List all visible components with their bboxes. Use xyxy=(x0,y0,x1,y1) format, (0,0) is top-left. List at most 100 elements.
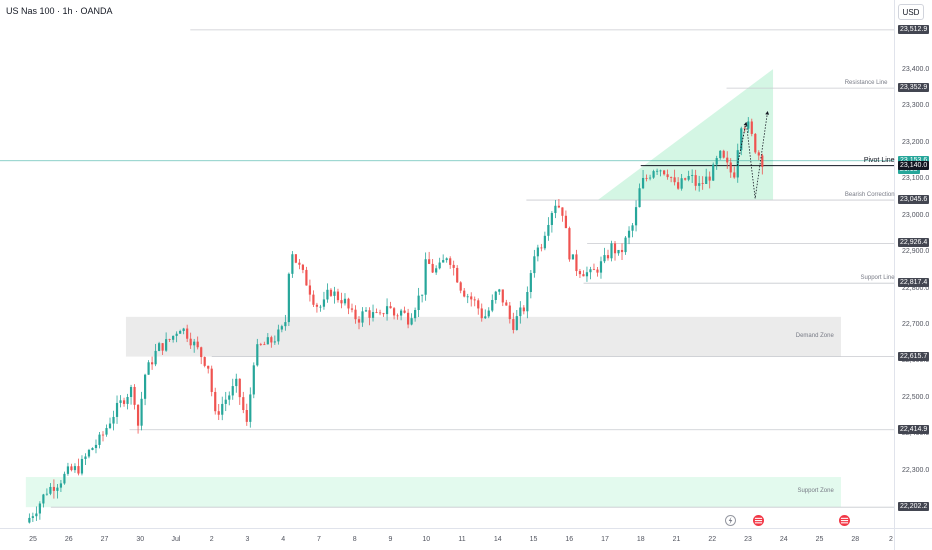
price-axis-label: 23,352.9 xyxy=(898,83,930,93)
price-axis-label: 22,414.9 xyxy=(898,424,930,434)
earnings-flash-icon[interactable] xyxy=(724,515,736,526)
candle-body xyxy=(291,254,294,274)
candle-body xyxy=(407,312,410,325)
candle-body xyxy=(627,230,631,238)
chart-annotation: Resistance Line xyxy=(844,80,888,87)
currency-button[interactable]: USD xyxy=(898,4,924,20)
candle-body xyxy=(747,121,750,129)
price-tick-label: 23,300.0 xyxy=(902,102,930,110)
candle-body xyxy=(736,150,739,178)
candle-body xyxy=(242,397,245,411)
candle-body xyxy=(301,264,304,270)
candle-body xyxy=(308,285,312,295)
candle-body xyxy=(754,133,757,153)
us-flag-event-icon[interactable] xyxy=(753,515,765,526)
candle-body xyxy=(87,449,91,457)
candle-body xyxy=(375,312,378,313)
candle-body xyxy=(238,378,241,398)
candle-body xyxy=(224,399,227,404)
candle-body xyxy=(677,182,680,189)
candle-body xyxy=(456,267,459,283)
candle-body xyxy=(38,503,41,514)
candle-body xyxy=(726,157,729,163)
candle-body xyxy=(158,343,161,351)
candle-body xyxy=(582,274,585,277)
time-tick-label: 24 xyxy=(779,536,788,543)
resistance-triangle xyxy=(597,69,774,201)
candle-body xyxy=(235,378,238,387)
candle-body xyxy=(641,177,645,189)
candle-body xyxy=(392,308,396,316)
price-axis-label: 23,512.9 xyxy=(898,24,930,34)
candle-body xyxy=(620,249,624,253)
candle-body xyxy=(108,423,112,429)
price-tick-label: 22,700.0 xyxy=(902,320,930,328)
time-tick-label: 23 xyxy=(744,536,752,543)
candle-body xyxy=(143,374,147,399)
candle-body xyxy=(168,339,171,340)
time-tick-label: 4 xyxy=(281,536,286,543)
candle-body xyxy=(112,416,115,424)
candle-body xyxy=(154,350,157,365)
candle-body xyxy=(624,237,627,253)
candle-body xyxy=(277,329,280,342)
candle-body xyxy=(35,513,38,517)
candle-body xyxy=(494,291,497,300)
candle-body xyxy=(515,316,518,330)
candle-body xyxy=(715,158,718,165)
candle-body xyxy=(172,335,175,340)
candle-body xyxy=(364,310,368,312)
candle-body xyxy=(445,258,448,261)
us-flag-event-icon[interactable] xyxy=(839,515,851,526)
candle-body xyxy=(385,306,389,315)
candle-body xyxy=(743,128,746,130)
candle-body xyxy=(252,365,255,395)
candle-body xyxy=(115,402,119,417)
candle-body xyxy=(512,319,515,330)
candle-body xyxy=(403,310,406,313)
candle-body xyxy=(712,164,715,181)
candle-body xyxy=(263,344,266,346)
time-tick-label: 25 xyxy=(29,536,37,543)
candle-body xyxy=(442,260,445,263)
candle-body xyxy=(203,357,206,366)
candle-body xyxy=(424,259,427,295)
candle-body xyxy=(333,291,336,296)
candle-body xyxy=(501,289,504,303)
candle-body xyxy=(343,298,347,304)
chart-annotation: Support Zone xyxy=(797,487,834,494)
candle-body xyxy=(350,308,354,310)
candle-body xyxy=(91,448,94,450)
candle-body xyxy=(691,175,694,177)
candle-body xyxy=(59,483,63,488)
candle-body xyxy=(533,256,536,274)
candle-body xyxy=(610,243,613,259)
candle-body xyxy=(673,177,676,183)
candle-body xyxy=(498,289,501,292)
candle-body xyxy=(606,255,610,259)
price-axis-label: 22,926.4 xyxy=(898,238,930,248)
candle-body xyxy=(354,309,357,320)
time-tick-label: 14 xyxy=(493,536,502,543)
candle-body xyxy=(473,299,476,301)
candle-body xyxy=(326,289,329,300)
candle-body xyxy=(322,299,326,307)
candle-body xyxy=(428,259,431,264)
candle-body xyxy=(122,400,126,404)
time-tick-label: 25 xyxy=(815,536,824,543)
candle-body xyxy=(529,273,532,292)
candle-body xyxy=(273,341,276,343)
time-tick-label: 2 xyxy=(209,536,214,543)
candle-body xyxy=(189,338,192,346)
price-axis-label: 26:15 xyxy=(898,165,920,175)
candle-body xyxy=(371,312,375,318)
candle-body xyxy=(729,162,732,173)
candle-body xyxy=(491,299,494,311)
candle-body xyxy=(659,170,662,172)
candle-body xyxy=(315,304,319,307)
candle-body xyxy=(648,177,652,179)
candle-body xyxy=(266,337,269,345)
candle-body xyxy=(571,254,575,260)
